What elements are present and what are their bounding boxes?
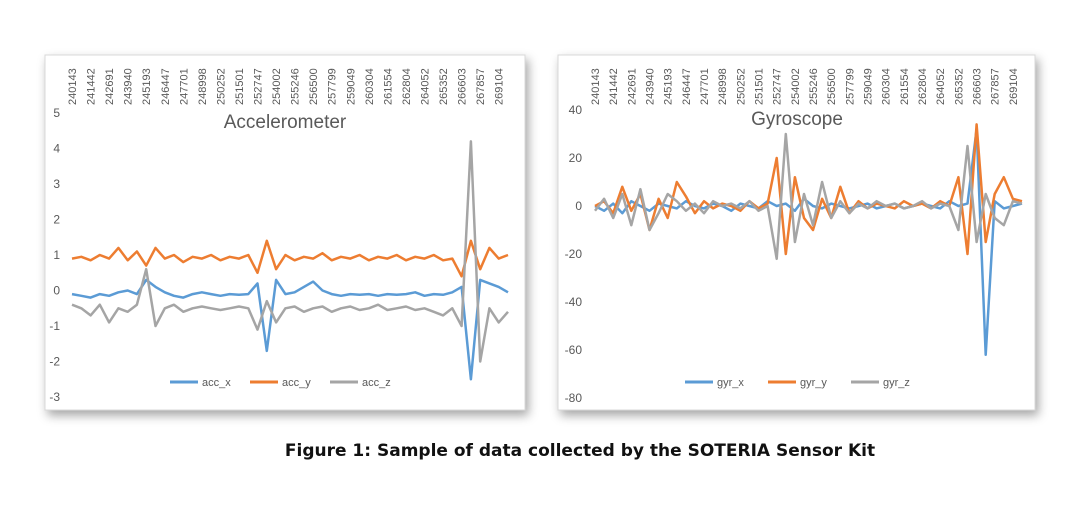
y-tick-label: 40 [569, 103, 583, 117]
x-tick-label: 264052 [420, 68, 432, 105]
x-tick-label: 261554 [899, 68, 911, 105]
x-tick-label: 245193 [141, 68, 153, 105]
x-tick-label: 257799 [327, 68, 339, 105]
x-tick-label: 246447 [681, 68, 693, 105]
legend-label: gyr_z [883, 377, 910, 389]
x-tick-label: 240143 [67, 68, 79, 105]
y-tick-label: -60 [565, 343, 583, 357]
legend-label: acc_z [362, 377, 391, 389]
x-tick-label: 256500 [826, 68, 838, 105]
x-tick-label: 242691 [626, 68, 638, 105]
x-tick-label: 266603 [457, 68, 469, 105]
y-tick-label: 5 [53, 106, 60, 120]
y-tick-label: 1 [53, 248, 60, 262]
x-tick-label: 259049 [863, 68, 875, 105]
x-tick-label: 252747 [253, 68, 265, 105]
y-tick-label: 4 [53, 142, 60, 156]
legend-label: gyr_y [800, 377, 827, 389]
series-line [594, 132, 1023, 261]
x-tick-label: 269104 [494, 68, 506, 105]
x-tick-label: 255246 [290, 68, 302, 105]
x-tick-label: 250252 [215, 68, 227, 105]
y-tick-label: -3 [49, 390, 60, 404]
x-tick-label: 262804 [401, 68, 413, 105]
x-tick-label: 260304 [364, 68, 376, 105]
y-tick-label: 2 [53, 213, 60, 227]
x-tick-label: 246447 [160, 68, 172, 105]
x-tick-label: 243940 [645, 68, 657, 105]
x-tick-label: 267857 [475, 68, 487, 105]
chart-title: Gyroscope [751, 109, 843, 130]
x-tick-label: 241442 [608, 68, 620, 105]
x-tick-label: 261554 [382, 68, 394, 105]
x-tick-label: 251501 [234, 68, 246, 105]
legend-label: acc_y [282, 377, 311, 389]
x-tick-label: 248998 [197, 68, 209, 105]
x-tick-label: 257799 [844, 68, 856, 105]
y-tick-label: -20 [565, 247, 583, 261]
x-tick-label: 242691 [104, 68, 116, 105]
x-tick-label: 269104 [1008, 68, 1020, 105]
x-tick-label: 254002 [271, 68, 283, 105]
series-line [594, 123, 1023, 256]
x-tick-label: 247701 [178, 68, 190, 105]
x-tick-label: 266603 [972, 68, 984, 105]
y-tick-label: 3 [53, 177, 60, 191]
x-tick-label: 267857 [990, 68, 1002, 105]
x-tick-label: 260304 [881, 68, 893, 105]
y-tick-label: -1 [49, 319, 60, 333]
x-tick-label: 248998 [717, 68, 729, 105]
x-tick-label: 262804 [917, 68, 929, 105]
x-tick-label: 240143 [590, 68, 602, 105]
y-tick-label: 0 [53, 284, 60, 298]
x-tick-label: 255246 [808, 68, 820, 105]
x-tick-label: 256500 [308, 68, 320, 105]
y-tick-label: -40 [565, 295, 583, 309]
x-tick-label: 247701 [699, 68, 711, 105]
chart-title: Accelerometer [224, 112, 347, 133]
y-tick-label: -2 [49, 355, 60, 369]
x-tick-label: 252747 [772, 68, 784, 105]
x-tick-label: 243940 [123, 68, 135, 105]
x-tick-label: 264052 [935, 68, 947, 105]
series-line [71, 278, 509, 381]
chart-card [44, 54, 526, 411]
series-line [71, 239, 509, 278]
y-tick-label: 20 [569, 151, 583, 165]
x-tick-label: 241442 [86, 68, 98, 105]
series-line [71, 140, 509, 363]
legend-label: acc_x [202, 377, 231, 389]
legend-label: gyr_x [717, 377, 744, 389]
caption: Figure 1: Sample of data collected by th… [284, 441, 876, 461]
x-tick-label: 254002 [790, 68, 802, 105]
y-tick-label: 0 [575, 199, 582, 213]
x-tick-label: 265352 [953, 68, 965, 105]
x-tick-label: 259049 [345, 68, 357, 105]
x-tick-label: 265352 [438, 68, 450, 105]
x-tick-label: 251501 [754, 68, 766, 105]
x-tick-label: 245193 [663, 68, 675, 105]
y-tick-label: -80 [565, 391, 583, 405]
x-tick-label: 250252 [735, 68, 747, 105]
